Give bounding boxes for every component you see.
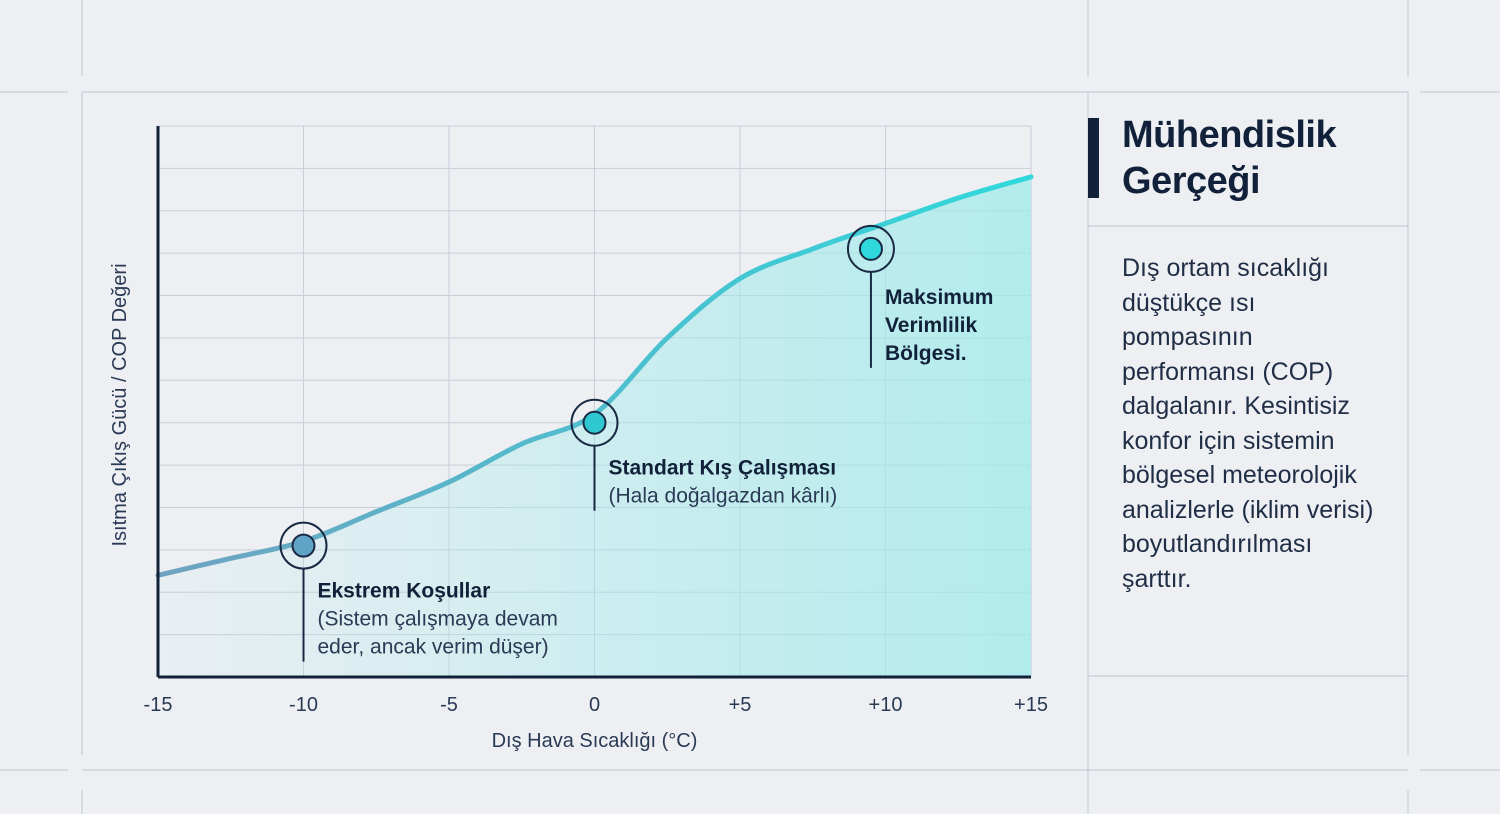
annotation-marker-dot [291, 533, 316, 558]
x-tick-label: -10 [289, 694, 318, 716]
annotation-marker-dot [582, 410, 607, 435]
side-body-line: pompasının [1122, 323, 1253, 351]
annotation-title: Maksimum [885, 286, 994, 309]
side-body-line: analizlerle (iklim verisi) [1122, 495, 1374, 524]
annotation-text-line: Verimlilik [885, 314, 978, 337]
side-title-line: Gerçeği [1122, 160, 1261, 202]
y-axis-label: Isıtma Çıkış Gücü / COP Değeri [109, 263, 131, 546]
x-tick-label: 0 [589, 694, 600, 716]
x-tick-label: +15 [1014, 694, 1048, 716]
x-tick-label: -5 [440, 694, 458, 716]
x-axis-label: Dış Hava Sıcaklığı (°C) [492, 730, 698, 752]
annotation-text-line: Bölgesi. [885, 342, 967, 365]
title-accent-bar [1088, 118, 1099, 198]
side-title-line: Mühendislik [1122, 114, 1337, 156]
annotation-marker-dot [858, 236, 883, 261]
x-tick-label: -15 [144, 694, 173, 716]
annotation-title: Ekstrem Koşullar [318, 580, 491, 603]
side-body-line: şarttır. [1122, 564, 1192, 593]
side-body-line: performansı (COP) [1122, 357, 1334, 386]
side-body-line: boyutlandırılması [1122, 530, 1313, 558]
side-body-line: dalgalanır. Kesintisiz [1122, 392, 1350, 420]
side-body-line: konfor için sistemin [1122, 426, 1335, 455]
side-panel-title: Mühendislik Gerçeği [1122, 112, 1337, 204]
chart: -15 -10 -5 0 +5 +10 +15 Dış Hava Sıcaklığı (°C)… [109, 125, 1048, 752]
annotation-marker-ring [846, 224, 895, 273]
annotation-text-line: (Sistem çalışmaya devam [318, 608, 558, 631]
side-body-line: Dış ortam sıcaklığı [1122, 254, 1329, 282]
annotation-text-line: (Hala doğalgazdan kârlı) [609, 485, 838, 508]
annotation-marker-ring [279, 521, 328, 570]
side-panel-body: Dış ortam sıcaklığı düştükçe ısı pompası… [1122, 251, 1402, 596]
annotation-title: Standart Kış Çalışması [609, 457, 837, 480]
side-body-line: düştükçe ısı [1122, 288, 1256, 317]
side-body-line: bölgesel meteorolojik [1122, 461, 1357, 489]
x-tick-label: +5 [729, 694, 752, 716]
annotation-marker-ring [570, 398, 619, 447]
x-tick-label: +10 [869, 694, 903, 716]
annotation-text-line: eder, ancak verim düşer) [318, 636, 549, 659]
